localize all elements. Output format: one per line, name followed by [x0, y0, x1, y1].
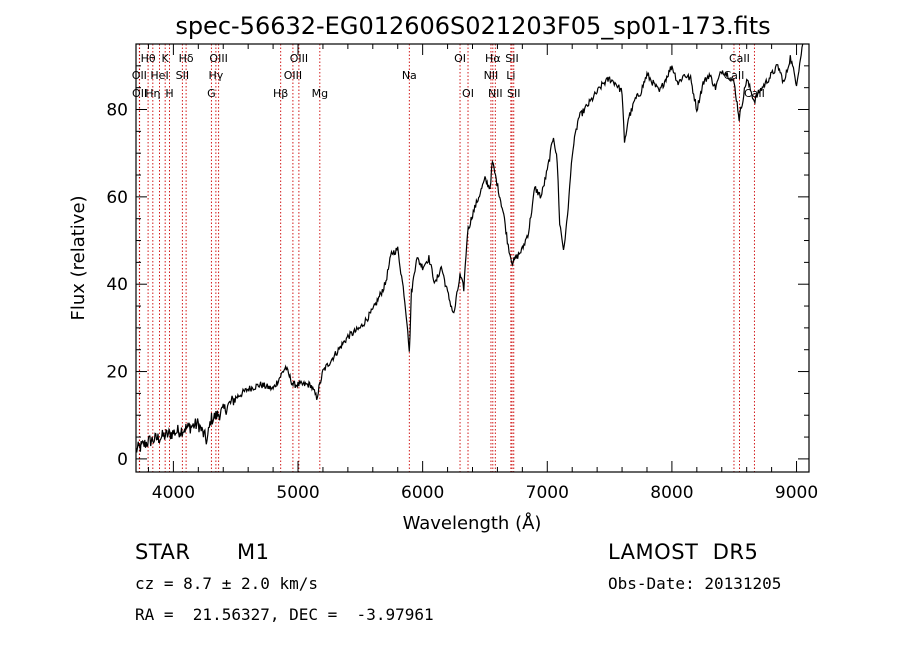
line-label-18: OI: [462, 87, 474, 100]
x-tick-label-8000: 8000: [650, 483, 693, 503]
line-label-11: G: [207, 87, 216, 100]
line-label-1: OII: [132, 69, 147, 82]
plot-frame: [135, 43, 810, 473]
y-tick-label-80: 80: [106, 101, 128, 121]
y-tick-label-60: 60: [106, 188, 128, 208]
line-label-23: Li: [506, 69, 515, 82]
y-axis-label: Flux (relative): [68, 195, 89, 320]
line-label-6: Hδ: [179, 52, 194, 65]
spectrum-line: [135, 43, 804, 453]
line-label-0: Hθ: [141, 52, 156, 65]
line-label-13: OIII: [284, 69, 302, 82]
emission-line-markers: [138, 44, 755, 472]
object-subclass: M1: [237, 540, 270, 564]
line-label-5: Hη: [145, 87, 160, 100]
x-tick-label-4000: 4000: [152, 483, 195, 503]
line-label-16: Na: [402, 69, 417, 82]
line-label-8: H: [165, 87, 173, 100]
redshift-value: cz = 8.7 ± 2.0 km/s: [135, 574, 319, 593]
line-label-14: Hβ: [273, 87, 288, 100]
line-label-15: Mg: [312, 87, 328, 100]
y-axis: 0 20 40 60 80: [106, 65, 809, 470]
line-label-25: CaII: [729, 52, 750, 65]
line-label-27: CaII: [744, 87, 765, 100]
y-tick-label-40: 40: [106, 275, 128, 295]
x-tick-label-9000: 9000: [775, 483, 818, 503]
line-label-17: OI: [454, 52, 466, 65]
x-axis-label: Wavelength (Å): [403, 512, 542, 534]
line-label-3: K: [162, 52, 170, 65]
coordinates: RA = 21.56327, DEC = -3.97961: [135, 605, 434, 624]
line-label-7: SII: [176, 69, 189, 82]
line-label-20: NII: [484, 69, 499, 82]
line-label-19: Hα: [485, 52, 501, 65]
chart-title: spec-56632-EG012606S021203F05_sp01-173.f…: [175, 12, 770, 40]
y-tick-label-20: 20: [106, 363, 128, 383]
survey-name: LAMOST DR5: [608, 540, 759, 564]
line-label-4: HeI: [150, 69, 168, 82]
line-label-22: SII: [505, 52, 518, 65]
observation-date: Obs-Date: 20131205: [608, 574, 782, 593]
line-label-10: Hγ: [208, 69, 223, 82]
line-label-12: OIII: [290, 52, 308, 65]
x-tick-label-6000: 6000: [401, 483, 444, 503]
y-tick-label-0: 0: [117, 450, 128, 470]
x-axis: 4000 5000 6000 7000 8000 9000: [147, 44, 818, 503]
object-type: STAR: [135, 540, 191, 564]
line-label-9: OIII: [209, 52, 227, 65]
line-label-24: SII: [507, 87, 520, 100]
x-tick-label-7000: 7000: [526, 483, 569, 503]
x-tick-label-5000: 5000: [276, 483, 319, 503]
line-label-21: NII: [488, 87, 503, 100]
